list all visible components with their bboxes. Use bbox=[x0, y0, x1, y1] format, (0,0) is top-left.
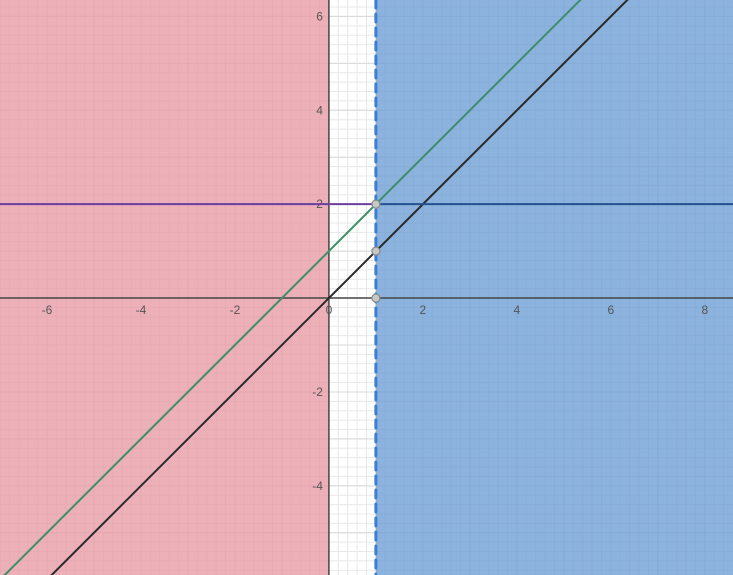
svg-text:-2: -2 bbox=[312, 385, 323, 399]
svg-text:2: 2 bbox=[420, 303, 427, 317]
svg-text:6: 6 bbox=[607, 303, 614, 317]
svg-text:4: 4 bbox=[316, 103, 323, 117]
svg-text:-6: -6 bbox=[42, 303, 53, 317]
svg-text:-4: -4 bbox=[312, 479, 323, 493]
svg-text:0: 0 bbox=[326, 303, 333, 317]
svg-text:6: 6 bbox=[316, 9, 323, 23]
coordinate-graph[interactable]: -6-4-202468-4-2246 bbox=[0, 0, 733, 575]
svg-text:-2: -2 bbox=[230, 303, 241, 317]
svg-text:-4: -4 bbox=[136, 303, 147, 317]
svg-text:8: 8 bbox=[701, 303, 708, 317]
svg-text:4: 4 bbox=[514, 303, 521, 317]
